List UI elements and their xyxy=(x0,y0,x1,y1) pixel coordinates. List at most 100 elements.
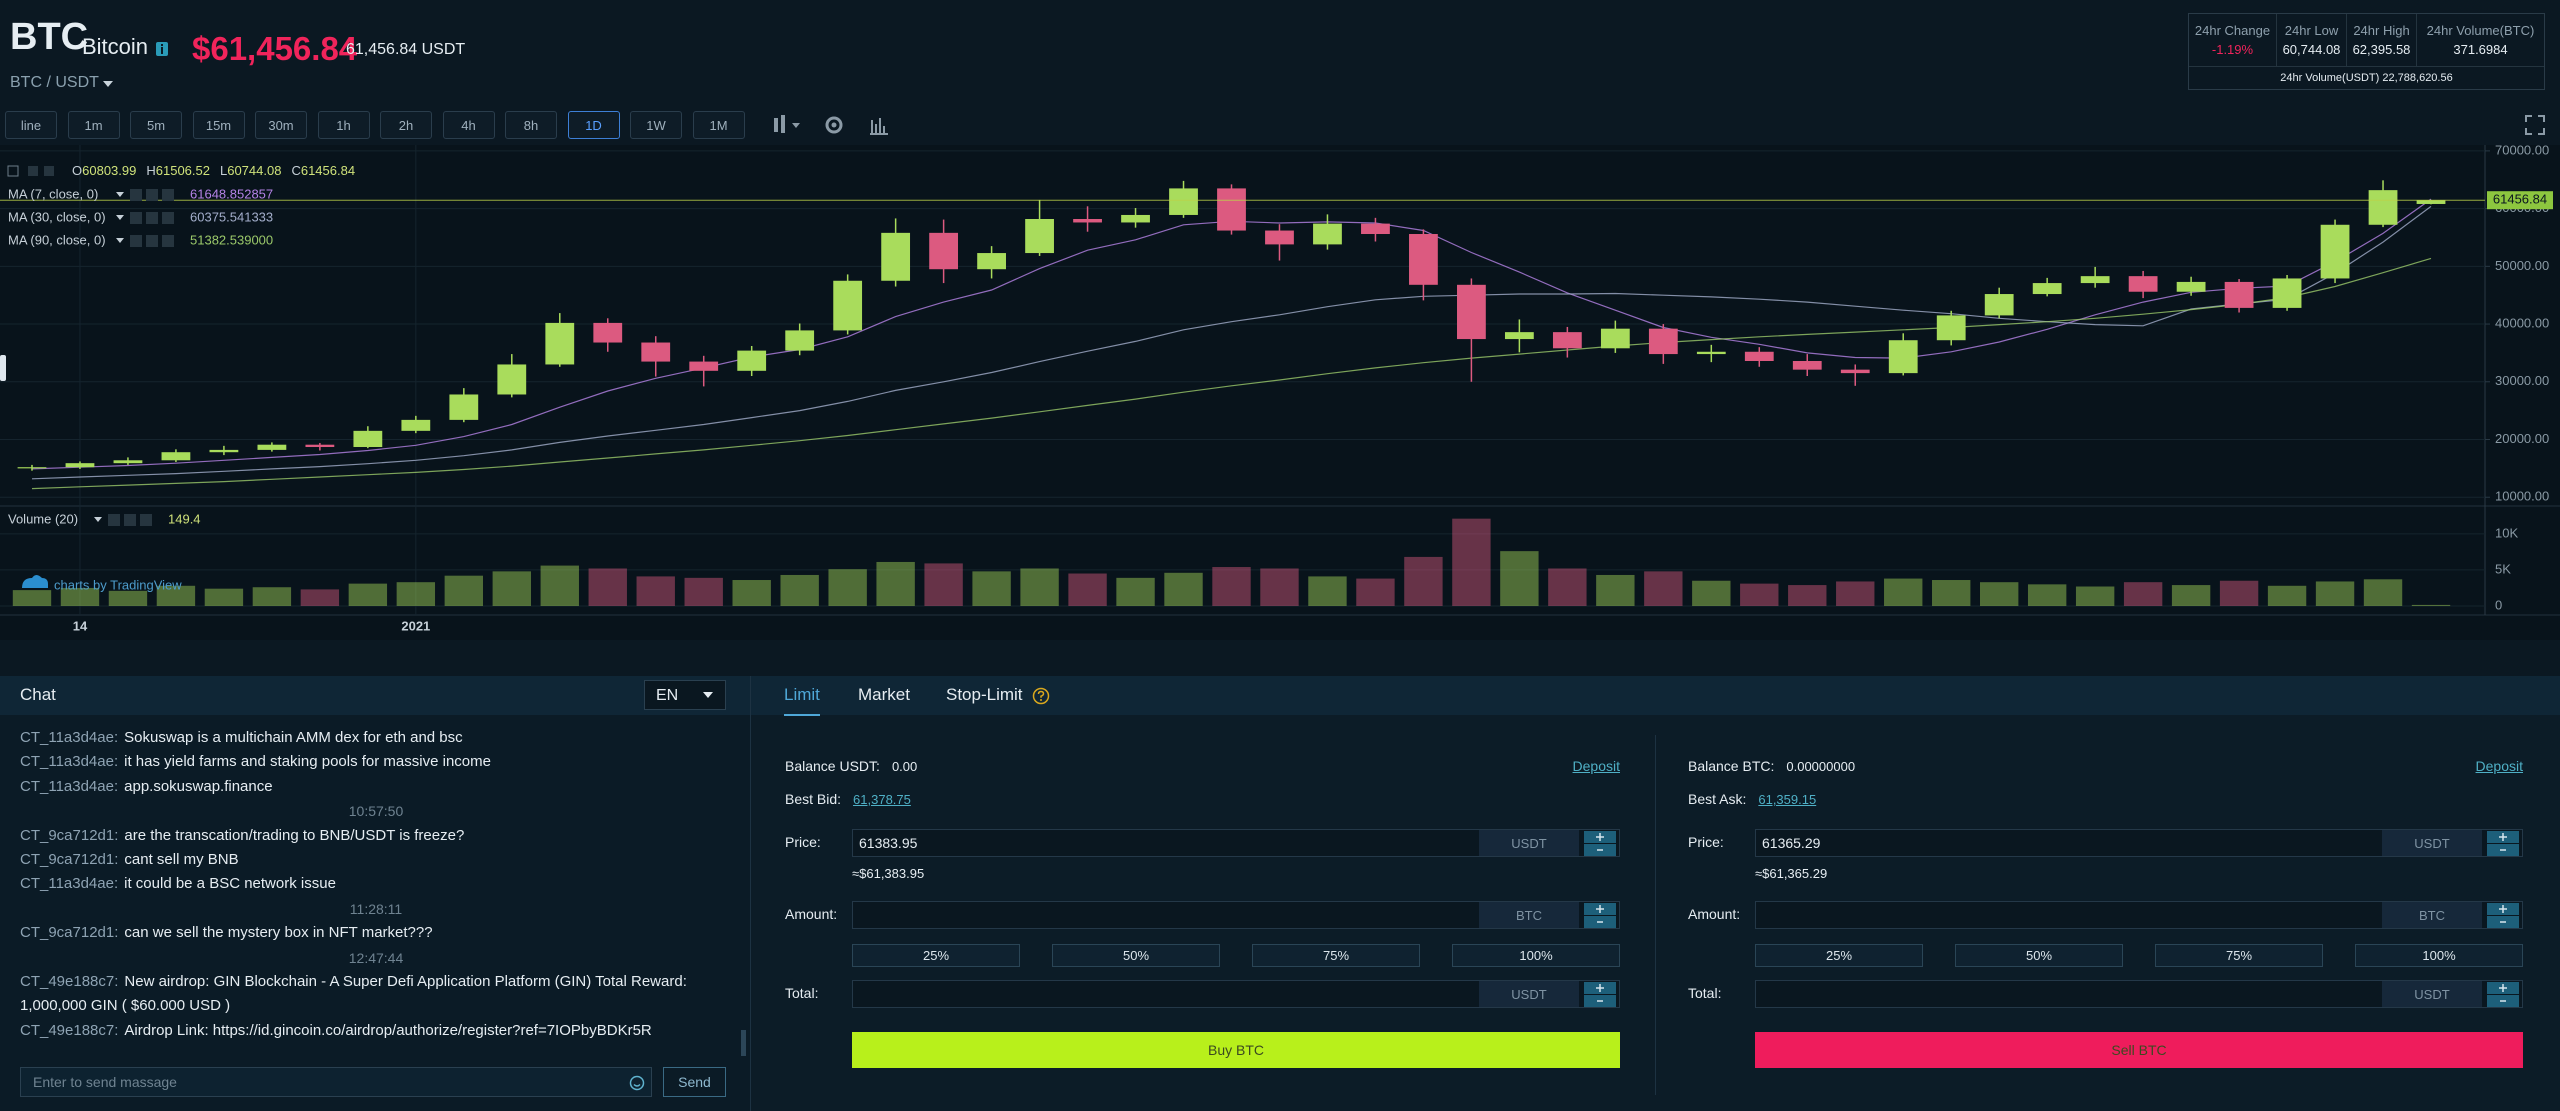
chat-user[interactable]: CT_11a3d4ae: xyxy=(20,777,119,795)
side-tab[interactable] xyxy=(0,355,6,381)
interval-button[interactable]: 5m xyxy=(130,111,182,139)
interval-button[interactable]: 15m xyxy=(192,111,245,139)
ohlc-value: 60744.08 xyxy=(227,163,281,178)
candle-body xyxy=(65,463,95,468)
price-value: 61383.95 xyxy=(859,835,918,851)
chat-user[interactable]: CT_9ca712d1: xyxy=(20,826,119,844)
dropdown-arrow[interactable] xyxy=(94,517,102,522)
emoji-icon[interactable] xyxy=(629,1075,645,1091)
study-button[interactable] xyxy=(146,235,158,247)
deposit-link[interactable]: Deposit xyxy=(1572,758,1620,774)
interval-button[interactable]: 2h xyxy=(380,111,432,139)
total-input[interactable]: USDT xyxy=(1755,980,2523,1008)
best-label: Best Bid: xyxy=(785,791,842,807)
study-button[interactable] xyxy=(140,514,152,526)
toolbar-icons[interactable] xyxy=(770,112,900,138)
interval-button[interactable]: line xyxy=(5,111,57,139)
interval-button[interactable]: 1D xyxy=(567,111,620,139)
study-button[interactable] xyxy=(146,189,158,201)
study-button[interactable] xyxy=(108,514,120,526)
percent-button[interactable]: 75% xyxy=(1252,944,1420,967)
amount-input[interactable]: BTC xyxy=(852,901,1620,929)
interval-button[interactable]: 30m xyxy=(255,111,307,139)
volume-bar xyxy=(300,589,340,606)
candle-body xyxy=(2368,190,2398,225)
dropdown-arrow[interactable] xyxy=(116,238,124,243)
x-tick-label: 2021 xyxy=(401,618,430,633)
percent-button[interactable]: 25% xyxy=(852,944,1020,967)
study-button[interactable] xyxy=(146,212,158,224)
study-button[interactable] xyxy=(162,212,174,224)
percent-button[interactable]: 100% xyxy=(1452,944,1620,967)
percent-button[interactable]: 50% xyxy=(1955,944,2123,967)
step-buttons[interactable] xyxy=(1584,982,1616,1007)
step-buttons[interactable] xyxy=(2487,982,2519,1007)
chat-user[interactable]: CT_49e188c7: xyxy=(20,973,119,991)
legend-button[interactable] xyxy=(44,166,54,176)
volume-bar xyxy=(252,587,292,606)
total-input[interactable]: USDT xyxy=(852,980,1620,1008)
order-tab[interactable]: Stop-Limit xyxy=(946,685,1023,704)
interval-button[interactable]: 1h xyxy=(317,111,370,139)
candle-body xyxy=(1984,294,2014,316)
fullscreen-icon[interactable] xyxy=(2524,114,2546,136)
chat-user[interactable]: CT_9ca712d1: xyxy=(20,851,119,869)
interval-button[interactable]: 1m xyxy=(67,111,120,139)
step-buttons[interactable] xyxy=(1584,831,1616,856)
step-buttons[interactable] xyxy=(2487,831,2519,856)
study-button[interactable] xyxy=(130,212,142,224)
deposit-link[interactable]: Deposit xyxy=(2475,758,2523,774)
stats-row: 24hr Change -1.19% 24hr Low 60,744.08 24hr H… xyxy=(2189,14,2544,67)
percent-button[interactable]: 25% xyxy=(1755,944,1923,967)
interval-button[interactable]: 1W xyxy=(630,111,682,139)
amount-input[interactable]: BTC xyxy=(1755,901,2523,929)
percent-button[interactable]: 100% xyxy=(2355,944,2523,967)
percent-button[interactable]: 50% xyxy=(1052,944,1220,967)
step-buttons[interactable] xyxy=(1584,903,1616,928)
stat-cell: 24hr Change -1.19% xyxy=(2189,14,2277,66)
volume-tick-label: 0 xyxy=(2495,597,2502,612)
order-tab[interactable]: Limit xyxy=(784,685,820,716)
volume-bar xyxy=(60,587,100,606)
volume-bar xyxy=(876,561,915,606)
interval-button[interactable]: 1M xyxy=(692,111,745,139)
submit-button[interactable]: Sell BTC xyxy=(1755,1032,2523,1068)
dropdown-arrow[interactable] xyxy=(116,215,124,220)
study-button[interactable] xyxy=(130,235,142,247)
info-icon[interactable] xyxy=(156,42,168,56)
chat-user[interactable]: CT_11a3d4ae: xyxy=(20,875,119,893)
price-input[interactable]: 61383.95 USDT xyxy=(852,829,1620,857)
step-buttons[interactable] xyxy=(2487,903,2519,928)
chat-user[interactable]: CT_11a3d4ae: xyxy=(20,753,119,771)
study-button[interactable] xyxy=(130,189,142,201)
legend-toggle[interactable] xyxy=(7,165,19,177)
language: EN xyxy=(656,687,679,704)
study-button[interactable] xyxy=(162,189,174,201)
study-value: 61648.852857 xyxy=(190,186,273,201)
chat-user[interactable]: CT_49e188c7: xyxy=(20,1021,119,1039)
interval-button[interactable]: 8h xyxy=(505,111,557,139)
scrollbar[interactable] xyxy=(741,1030,746,1056)
study-button[interactable] xyxy=(124,514,136,526)
plus-icon xyxy=(2499,833,2507,841)
submit-button[interactable]: Buy BTC xyxy=(852,1032,1620,1068)
study-button[interactable] xyxy=(162,235,174,247)
percent-button[interactable]: 75% xyxy=(2155,944,2323,967)
send-button[interactable]: Send xyxy=(663,1067,726,1097)
dropdown-arrow[interactable] xyxy=(116,192,124,197)
interval-button[interactable]: 4h xyxy=(442,111,495,139)
legend-button[interactable] xyxy=(28,166,38,176)
candle-body xyxy=(2128,276,2158,292)
dropdown-arrow[interactable] xyxy=(103,80,113,88)
price-input[interactable]: 61365.29 USDT xyxy=(1755,829,2523,857)
language-select[interactable]: EN xyxy=(644,680,726,710)
total-label: Total: xyxy=(1688,985,1722,1001)
chat-user[interactable]: CT_9ca712d1: xyxy=(20,924,119,942)
best-value[interactable]: 61,378.75 xyxy=(853,792,911,807)
help-icon[interactable] xyxy=(1032,687,1050,705)
order-tab[interactable]: Market xyxy=(858,685,910,704)
chat-user[interactable]: CT_11a3d4ae: xyxy=(20,729,119,746)
pair[interactable]: BTC / USDT xyxy=(10,74,99,91)
best-value[interactable]: 61,359.15 xyxy=(1758,792,1817,807)
chat-input[interactable]: Enter to send massage xyxy=(20,1067,652,1097)
